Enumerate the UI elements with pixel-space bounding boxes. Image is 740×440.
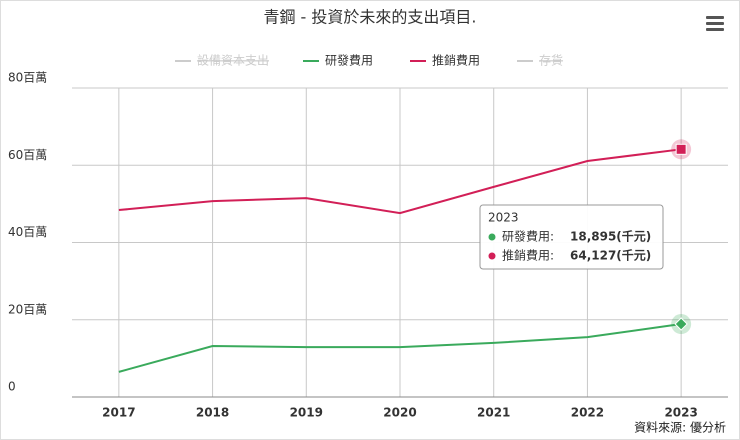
legend-item[interactable]: 設備資本支出 <box>175 53 269 68</box>
x-tick-label: 2019 <box>290 406 323 420</box>
menu-bar[interactable] <box>706 28 724 31</box>
tooltip-label: 研發費用: <box>502 229 554 244</box>
y-tick-label: 40百萬 <box>8 225 47 239</box>
menu-bar[interactable] <box>706 22 724 25</box>
data-marker <box>674 317 688 331</box>
menu-bar[interactable] <box>706 16 724 19</box>
legend-item[interactable]: 推銷費用 <box>410 53 480 68</box>
legend-item[interactable]: 研發費用 <box>303 53 373 68</box>
chart-title: 青鋼 - 投資於未來的支出項目. <box>263 8 476 27</box>
tooltip-title: 2023 <box>488 211 519 225</box>
tooltip-box <box>479 204 664 270</box>
series-line <box>118 148 682 215</box>
x-tick-label: 2018 <box>196 406 229 420</box>
legend-label[interactable]: 存貨 <box>539 53 563 68</box>
legend-label[interactable]: 研發費用 <box>325 53 373 68</box>
series-line <box>118 323 682 373</box>
source-note: 資料來源: 優分析 <box>634 421 726 435</box>
tooltip-label: 推銷費用: <box>502 248 554 263</box>
tooltip-value: 18,895(千元) <box>570 229 651 244</box>
x-tick-label: 2020 <box>383 406 416 420</box>
y-tick-label: 0 <box>8 380 16 394</box>
y-tick-label: 80百萬 <box>8 71 47 85</box>
x-tick-label: 2021 <box>477 406 510 420</box>
tooltip-dot <box>488 252 496 260</box>
x-tick-label: 2022 <box>571 406 604 420</box>
menu-button[interactable] <box>706 16 724 31</box>
tooltip-dot <box>488 233 496 241</box>
y-tick-label: 20百萬 <box>8 302 47 316</box>
data-marker <box>675 143 687 155</box>
x-tick-label: 2023 <box>664 406 697 420</box>
legend-item[interactable]: 存貨 <box>517 53 563 68</box>
tooltip-value: 64,127(千元) <box>570 248 651 263</box>
legend-label[interactable]: 設備資本支出 <box>197 53 269 68</box>
tooltip: 2023 研發費用: 18,895(千元) 推銷費用: 64,127(千元) <box>479 204 664 270</box>
y-tick-label: 60百萬 <box>8 148 47 162</box>
legend-label[interactable]: 推銷費用 <box>432 53 480 68</box>
x-tick-label: 2017 <box>102 406 135 420</box>
